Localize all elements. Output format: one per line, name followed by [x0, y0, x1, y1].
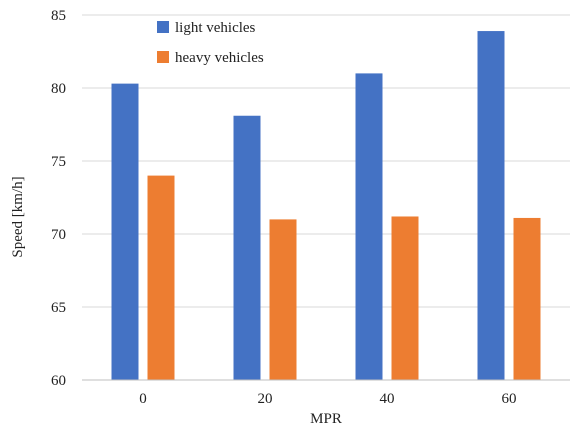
- bar-heavy-vehicles-60: [513, 217, 541, 380]
- legend: light vehicles heavy vehicles: [157, 20, 264, 66]
- x-tick-label: 40: [380, 391, 395, 407]
- y-tick-label: 75: [51, 154, 66, 170]
- bar-heavy-vehicles-0: [147, 175, 175, 380]
- y-tick-label: 60: [51, 373, 66, 389]
- bar-light-vehicles-60: [477, 31, 505, 381]
- y-tick-label: 85: [51, 8, 66, 24]
- x-tick-label: 60: [502, 391, 517, 407]
- legend-label: light vehicles: [175, 20, 256, 36]
- bar-heavy-vehicles-40: [391, 216, 419, 380]
- legend-label: heavy vehicles: [175, 50, 264, 66]
- x-tick-label: 20: [258, 391, 273, 407]
- bar-heavy-vehicles-20: [269, 219, 297, 380]
- y-tick-label: 80: [51, 81, 66, 97]
- bar-light-vehicles-20: [233, 115, 261, 381]
- y-tick-label: 65: [51, 300, 66, 316]
- legend-swatch: [157, 51, 169, 63]
- x-axis-label: MPR: [310, 411, 342, 427]
- bars-layer: [111, 31, 541, 381]
- bar-light-vehicles-0: [111, 83, 139, 381]
- axis-layer: 60 65 70 75 80 85 0 20 40 60: [51, 8, 570, 407]
- legend-swatch: [157, 21, 169, 33]
- y-axis-label: Speed [km/h]: [10, 176, 26, 257]
- x-tick-label: 0: [139, 391, 147, 407]
- y-tick-label: 70: [51, 227, 66, 243]
- bar-light-vehicles-40: [355, 73, 383, 381]
